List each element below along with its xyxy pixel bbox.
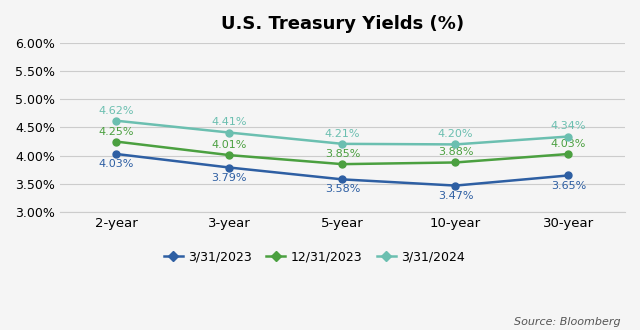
- Text: Source: Bloomberg: Source: Bloomberg: [514, 317, 621, 327]
- Text: 4.41%: 4.41%: [212, 117, 247, 127]
- Text: 4.62%: 4.62%: [99, 106, 134, 116]
- Text: 3.88%: 3.88%: [438, 148, 473, 157]
- Line: 3/31/2024: 3/31/2024: [113, 117, 572, 148]
- 3/31/2024: [113, 119, 120, 123]
- 3/31/2023: [564, 174, 572, 178]
- Text: 3.79%: 3.79%: [212, 173, 247, 182]
- Text: 4.03%: 4.03%: [551, 139, 586, 149]
- Text: 4.01%: 4.01%: [212, 140, 247, 150]
- Text: 4.03%: 4.03%: [99, 159, 134, 169]
- 12/31/2023: [113, 140, 120, 144]
- 12/31/2023: [225, 153, 233, 157]
- Text: 3.65%: 3.65%: [551, 181, 586, 190]
- Text: 4.25%: 4.25%: [99, 126, 134, 137]
- Text: 4.34%: 4.34%: [551, 121, 586, 131]
- 3/31/2024: [225, 131, 233, 135]
- 3/31/2024: [339, 142, 346, 146]
- 3/31/2024: [564, 135, 572, 139]
- 12/31/2023: [564, 152, 572, 156]
- Text: 3.85%: 3.85%: [324, 149, 360, 159]
- 12/31/2023: [452, 160, 460, 164]
- 12/31/2023: [339, 162, 346, 166]
- Text: 4.21%: 4.21%: [324, 129, 360, 139]
- Legend: 3/31/2023, 12/31/2023, 3/31/2024: 3/31/2023, 12/31/2023, 3/31/2024: [159, 246, 469, 268]
- Line: 3/31/2023: 3/31/2023: [113, 150, 572, 189]
- 3/31/2023: [339, 178, 346, 182]
- Text: 3.58%: 3.58%: [324, 184, 360, 194]
- Text: 3.47%: 3.47%: [438, 191, 473, 201]
- 3/31/2024: [452, 143, 460, 147]
- Line: 12/31/2023: 12/31/2023: [113, 138, 572, 168]
- Title: U.S. Treasury Yields (%): U.S. Treasury Yields (%): [221, 15, 464, 33]
- 3/31/2023: [225, 166, 233, 170]
- 3/31/2023: [452, 183, 460, 187]
- Text: 4.20%: 4.20%: [438, 129, 473, 139]
- 3/31/2023: [113, 152, 120, 156]
